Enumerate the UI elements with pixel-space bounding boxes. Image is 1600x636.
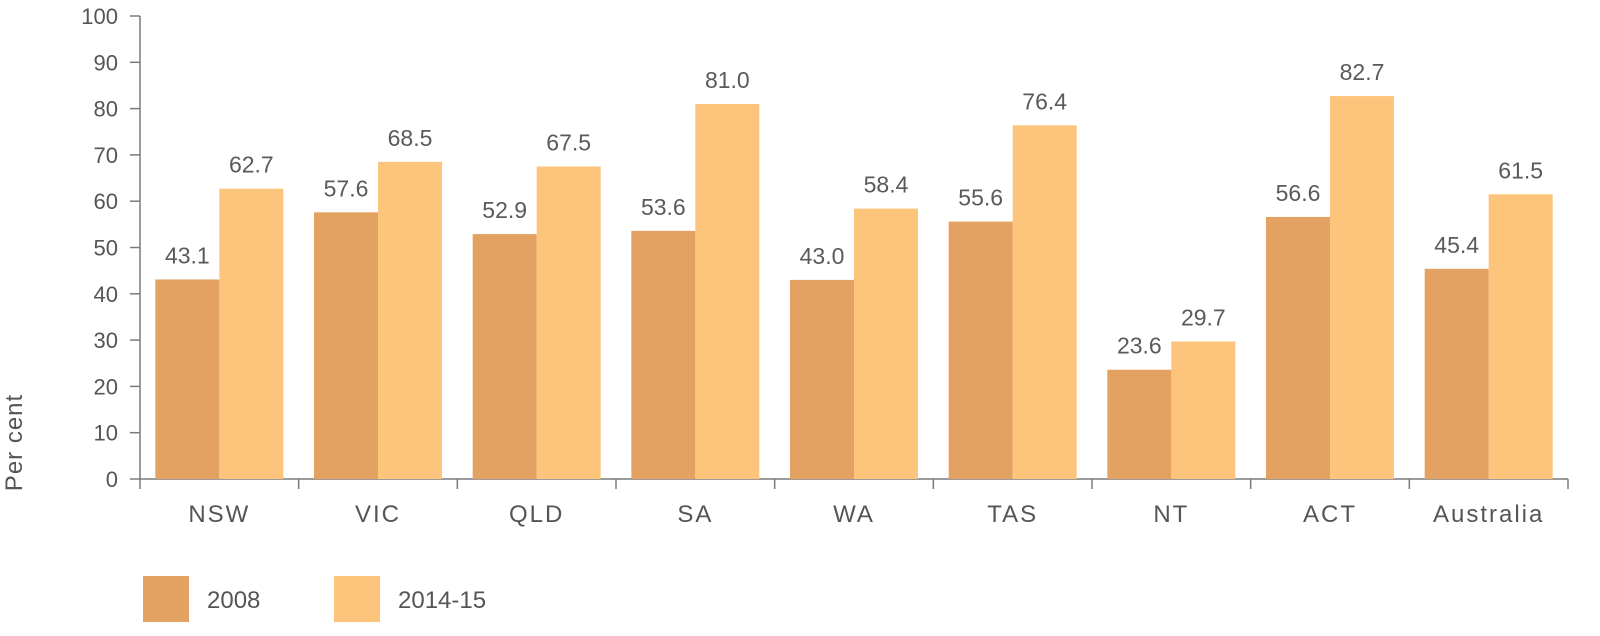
bar-2008-QLD bbox=[472, 234, 537, 479]
y-tick-label: 80 bbox=[94, 97, 118, 122]
bar-2014-15-Australia bbox=[1488, 194, 1553, 479]
y-tick-label: 40 bbox=[94, 282, 118, 307]
y-tick-label: 20 bbox=[94, 374, 118, 399]
bar-2014-15-TAS bbox=[1012, 125, 1077, 479]
x-tick-label: TAS bbox=[987, 501, 1038, 528]
data-label: 55.6 bbox=[958, 185, 1003, 211]
bar-2014-15-QLD bbox=[536, 166, 601, 479]
legend-swatch bbox=[334, 576, 380, 622]
x-tick-label: VIC bbox=[355, 501, 401, 528]
bar-2008-NSW bbox=[155, 279, 220, 479]
data-label: 76.4 bbox=[1022, 88, 1067, 114]
data-label: 81.0 bbox=[705, 67, 750, 93]
bar-2014-15-NT bbox=[1171, 341, 1236, 479]
data-label: 53.6 bbox=[641, 194, 686, 220]
y-tick-label: 70 bbox=[94, 143, 118, 168]
y-tick-label: 0 bbox=[106, 467, 118, 492]
x-tick-label: WA bbox=[833, 501, 875, 528]
data-label: 62.7 bbox=[229, 152, 274, 178]
data-label: 29.7 bbox=[1181, 304, 1226, 330]
legend-swatch bbox=[143, 576, 189, 622]
x-tick-label: NT bbox=[1153, 501, 1189, 528]
bar-2008-ACT bbox=[1266, 216, 1330, 479]
x-tick-label: ACT bbox=[1303, 501, 1357, 528]
x-tick-label: SA bbox=[677, 501, 713, 528]
data-label: 61.5 bbox=[1498, 157, 1543, 183]
data-label: 45.4 bbox=[1434, 232, 1479, 258]
data-label: 68.5 bbox=[388, 125, 433, 151]
data-label: 23.6 bbox=[1117, 333, 1162, 359]
y-tick-label: 30 bbox=[94, 328, 118, 353]
bar-2014-15-SA bbox=[695, 103, 760, 479]
y-tick-label: 50 bbox=[94, 236, 118, 261]
data-label: 82.7 bbox=[1340, 59, 1385, 85]
y-tick-label: 100 bbox=[81, 4, 118, 29]
bar-2008-WA bbox=[790, 279, 854, 479]
x-tick-label: Australia bbox=[1433, 501, 1544, 528]
y-tick-label: 90 bbox=[94, 50, 118, 75]
bars bbox=[155, 96, 1553, 479]
bar-2014-15-WA bbox=[854, 208, 918, 479]
bar-2008-SA bbox=[631, 230, 696, 479]
x-tick-label: NSW bbox=[188, 501, 250, 528]
labels: 43.1 62.7 NSW 57.6 68.5 VIC 52.9 67.5 QLD 53.6 81.… bbox=[165, 59, 1544, 528]
data-label: 57.6 bbox=[324, 175, 369, 201]
bar-2008-TAS bbox=[948, 221, 1013, 479]
bar-2008-VIC bbox=[314, 212, 378, 479]
y-axis-title: Per cent bbox=[1, 394, 28, 491]
legend: 2008 2014-15 bbox=[143, 576, 486, 622]
legend-label: 2008 bbox=[207, 587, 260, 614]
data-label: 43.1 bbox=[165, 242, 210, 268]
data-label: 52.9 bbox=[482, 197, 527, 223]
data-label: 67.5 bbox=[546, 129, 591, 155]
data-label: 43.0 bbox=[800, 243, 845, 269]
bar-2014-15-VIC bbox=[378, 161, 442, 479]
y-tick-label: 10 bbox=[94, 421, 118, 446]
bar-2008-NT bbox=[1107, 369, 1172, 479]
x-tick-label: QLD bbox=[509, 501, 564, 528]
data-label: 56.6 bbox=[1276, 180, 1321, 206]
bar-2008-Australia bbox=[1424, 268, 1489, 479]
data-label: 58.4 bbox=[864, 172, 909, 198]
bar-2014-15-NSW bbox=[219, 188, 284, 479]
legend-label: 2014-15 bbox=[398, 587, 486, 614]
y-tick-label: 60 bbox=[94, 189, 118, 214]
bar-2014-15-ACT bbox=[1330, 96, 1394, 479]
